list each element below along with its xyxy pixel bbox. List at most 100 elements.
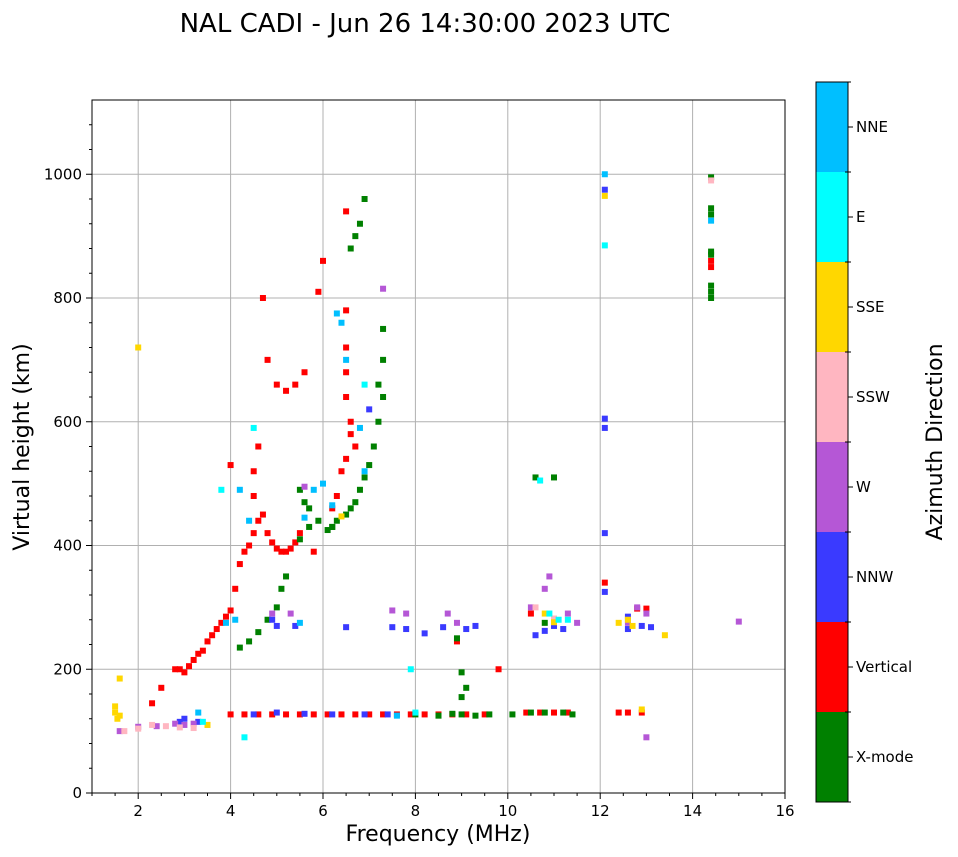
data-point xyxy=(708,217,715,224)
data-point xyxy=(551,474,557,481)
data-point xyxy=(551,615,557,622)
data-point xyxy=(213,626,220,633)
colorbar-segment-w xyxy=(816,442,848,532)
data-point xyxy=(638,706,645,713)
x-tick-label: 12 xyxy=(591,802,610,820)
data-point xyxy=(624,619,631,626)
data-point xyxy=(481,711,488,718)
data-point xyxy=(199,718,206,725)
data-point xyxy=(343,356,350,363)
data-point xyxy=(315,517,322,524)
data-point xyxy=(236,644,243,651)
data-point xyxy=(232,585,239,592)
data-point xyxy=(218,486,225,493)
colorbar: X-mode Vertical NNW W SSW SSE E NNE xyxy=(815,81,913,803)
data-point xyxy=(158,684,165,691)
data-point xyxy=(555,616,562,623)
data-point xyxy=(615,709,622,716)
colorbar-segment-vertical xyxy=(816,622,848,712)
data-point xyxy=(273,709,280,716)
data-point xyxy=(643,605,650,612)
data-point xyxy=(370,443,377,450)
data-point xyxy=(384,711,391,718)
data-point xyxy=(352,499,359,506)
data-point xyxy=(435,712,442,719)
data-point xyxy=(564,610,571,617)
data-point xyxy=(172,720,179,727)
data-point xyxy=(537,709,544,716)
data-point xyxy=(541,610,548,617)
data-point xyxy=(343,455,350,462)
data-point xyxy=(347,418,354,425)
data-point xyxy=(121,728,128,735)
data-point xyxy=(551,622,557,629)
y-tick-label: 200 xyxy=(53,660,82,678)
data-point xyxy=(153,723,160,730)
data-point xyxy=(449,710,456,717)
data-point xyxy=(708,295,715,301)
data-point xyxy=(708,174,715,181)
data-point xyxy=(301,369,308,376)
data-point xyxy=(264,530,271,537)
series-nnw xyxy=(176,186,655,725)
data-point xyxy=(366,406,373,413)
data-point xyxy=(532,604,539,611)
data-point xyxy=(320,257,326,264)
data-point xyxy=(347,505,354,512)
data-point xyxy=(236,561,243,568)
x-tick-label: 4 xyxy=(226,802,236,820)
data-point xyxy=(204,721,211,728)
data-point xyxy=(149,721,156,728)
data-point xyxy=(301,710,308,717)
data-point xyxy=(546,573,553,580)
data-point xyxy=(292,539,299,546)
data-point xyxy=(209,632,216,639)
data-point xyxy=(172,666,179,673)
data-point xyxy=(250,711,257,718)
data-point xyxy=(259,295,266,301)
data-point xyxy=(283,573,290,580)
data-point xyxy=(116,712,123,719)
data-point xyxy=(135,725,142,732)
colorbar-segment-sse xyxy=(816,262,848,352)
data-point xyxy=(324,711,331,718)
data-point xyxy=(634,604,641,611)
data-point xyxy=(708,251,715,258)
data-point xyxy=(269,711,276,718)
data-point xyxy=(356,486,363,493)
series-ssw xyxy=(121,177,715,735)
colorbar-segment-x-mode xyxy=(816,712,848,802)
x-tick-label: 2 xyxy=(133,802,143,820)
colorbar-tick-label: SSE xyxy=(856,298,885,316)
data-point xyxy=(458,669,465,676)
data-point xyxy=(389,624,396,631)
data-point xyxy=(444,610,451,617)
data-point xyxy=(601,424,608,431)
data-point xyxy=(190,720,197,727)
x-tick-label: 8 xyxy=(411,802,421,820)
data-point xyxy=(283,548,290,555)
data-point xyxy=(375,381,382,388)
data-point xyxy=(112,709,119,716)
data-point xyxy=(296,711,303,718)
data-point xyxy=(329,505,336,512)
data-point xyxy=(250,468,257,475)
data-point xyxy=(195,709,202,716)
series-vertical xyxy=(149,208,715,718)
data-point xyxy=(601,415,608,422)
data-point xyxy=(601,186,608,193)
data-point xyxy=(195,718,202,725)
data-point xyxy=(292,381,299,388)
data-point xyxy=(273,545,280,552)
data-point xyxy=(463,626,470,633)
data-point xyxy=(380,394,387,400)
series-e xyxy=(199,242,608,741)
data-point xyxy=(343,344,350,351)
data-point xyxy=(343,369,350,376)
data-point xyxy=(366,711,373,718)
data-point xyxy=(352,233,359,240)
data-point xyxy=(222,613,229,620)
data-point xyxy=(333,517,340,524)
data-point xyxy=(204,638,211,645)
